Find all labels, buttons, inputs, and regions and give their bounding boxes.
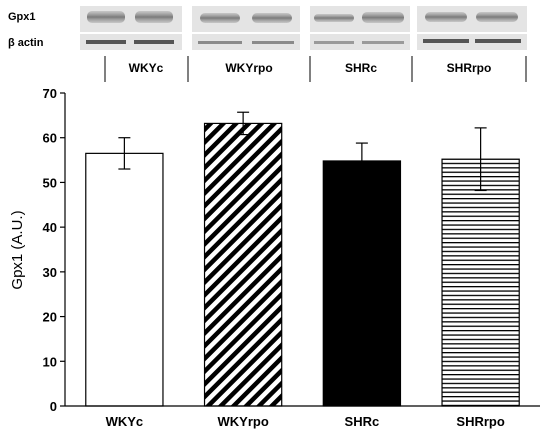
y-tick-label: 0 (50, 399, 57, 414)
blot-strip-actin-4 (417, 34, 527, 50)
blot-band-actin-1b (134, 40, 174, 44)
blot-band-actin-2b (252, 41, 294, 44)
y-tick-label: 60 (43, 131, 57, 146)
blot-strip-actin-1 (80, 34, 182, 50)
blot-band-gpx1-4b (476, 12, 518, 22)
blot-band-gpx1-1b (135, 11, 173, 23)
bar-shrc (322, 160, 402, 407)
blot-band-gpx1-1a (87, 11, 125, 23)
x-tick-label-wkyc: WKYc (106, 414, 144, 429)
blot-lane-label-wkyrpo: WKYrpo (225, 61, 272, 75)
blot-band-actin-4b (475, 39, 521, 43)
blot-band-gpx1-3b (362, 12, 404, 23)
blot-lane-label-wkyc: WKYc (129, 61, 164, 75)
blot-strip-actin-2 (192, 34, 300, 50)
y-tick-label: 70 (43, 86, 57, 101)
bar-wkyrpo (203, 122, 283, 407)
x-tick-label-shrrpo: SHRrpo (456, 414, 504, 429)
blot-band-actin-1a (86, 40, 126, 44)
y-tick-label: 40 (43, 220, 57, 235)
blot-band-actin-3b (362, 41, 404, 44)
bars (85, 111, 520, 407)
blot-band-actin-3a (314, 41, 354, 44)
blot-band-gpx1-2b (252, 13, 292, 23)
blot-strip-actin-3 (310, 34, 410, 50)
y-tick-label: 30 (43, 265, 57, 280)
y-tick-label: 50 (43, 175, 57, 190)
blot-band-gpx1-2a (200, 13, 240, 23)
x-tick-label-wkyrpo: WKYrpo (217, 414, 268, 429)
y-tick-label: 20 (43, 310, 57, 325)
blot-lane-label-shrrpo: SHRrpo (447, 61, 492, 75)
bar-wkyc (85, 152, 164, 407)
blot-lane-label-shrc: SHRc (345, 61, 377, 75)
x-tick-label-shrc: SHRc (345, 414, 380, 429)
y-axis: 0 10 20 30 40 50 60 70 (43, 86, 66, 414)
bar-chart: 0 10 20 30 40 50 60 70 WKYc WKYrpo SHRc SHRrpo Gpx… (9, 86, 540, 429)
blot-band-actin-2a (198, 41, 242, 44)
bar-shrrpo (441, 158, 520, 407)
y-axis-label: Gpx1 (A.U.) (9, 210, 26, 289)
blot-band-gpx1-4a (425, 12, 467, 22)
x-axis: WKYc WKYrpo SHRc SHRrpo (65, 405, 540, 429)
y-tick-label: 10 (43, 354, 57, 369)
blot-band-actin-4a (423, 39, 469, 43)
blot-band-gpx1-3a (314, 14, 354, 22)
blot-row-label-beta-actin: β actin (8, 37, 44, 49)
blot-row-label-gpx1: Gpx1 (8, 11, 36, 23)
blot-panel: Gpx1 β actin WKYc WKYr (8, 6, 527, 82)
